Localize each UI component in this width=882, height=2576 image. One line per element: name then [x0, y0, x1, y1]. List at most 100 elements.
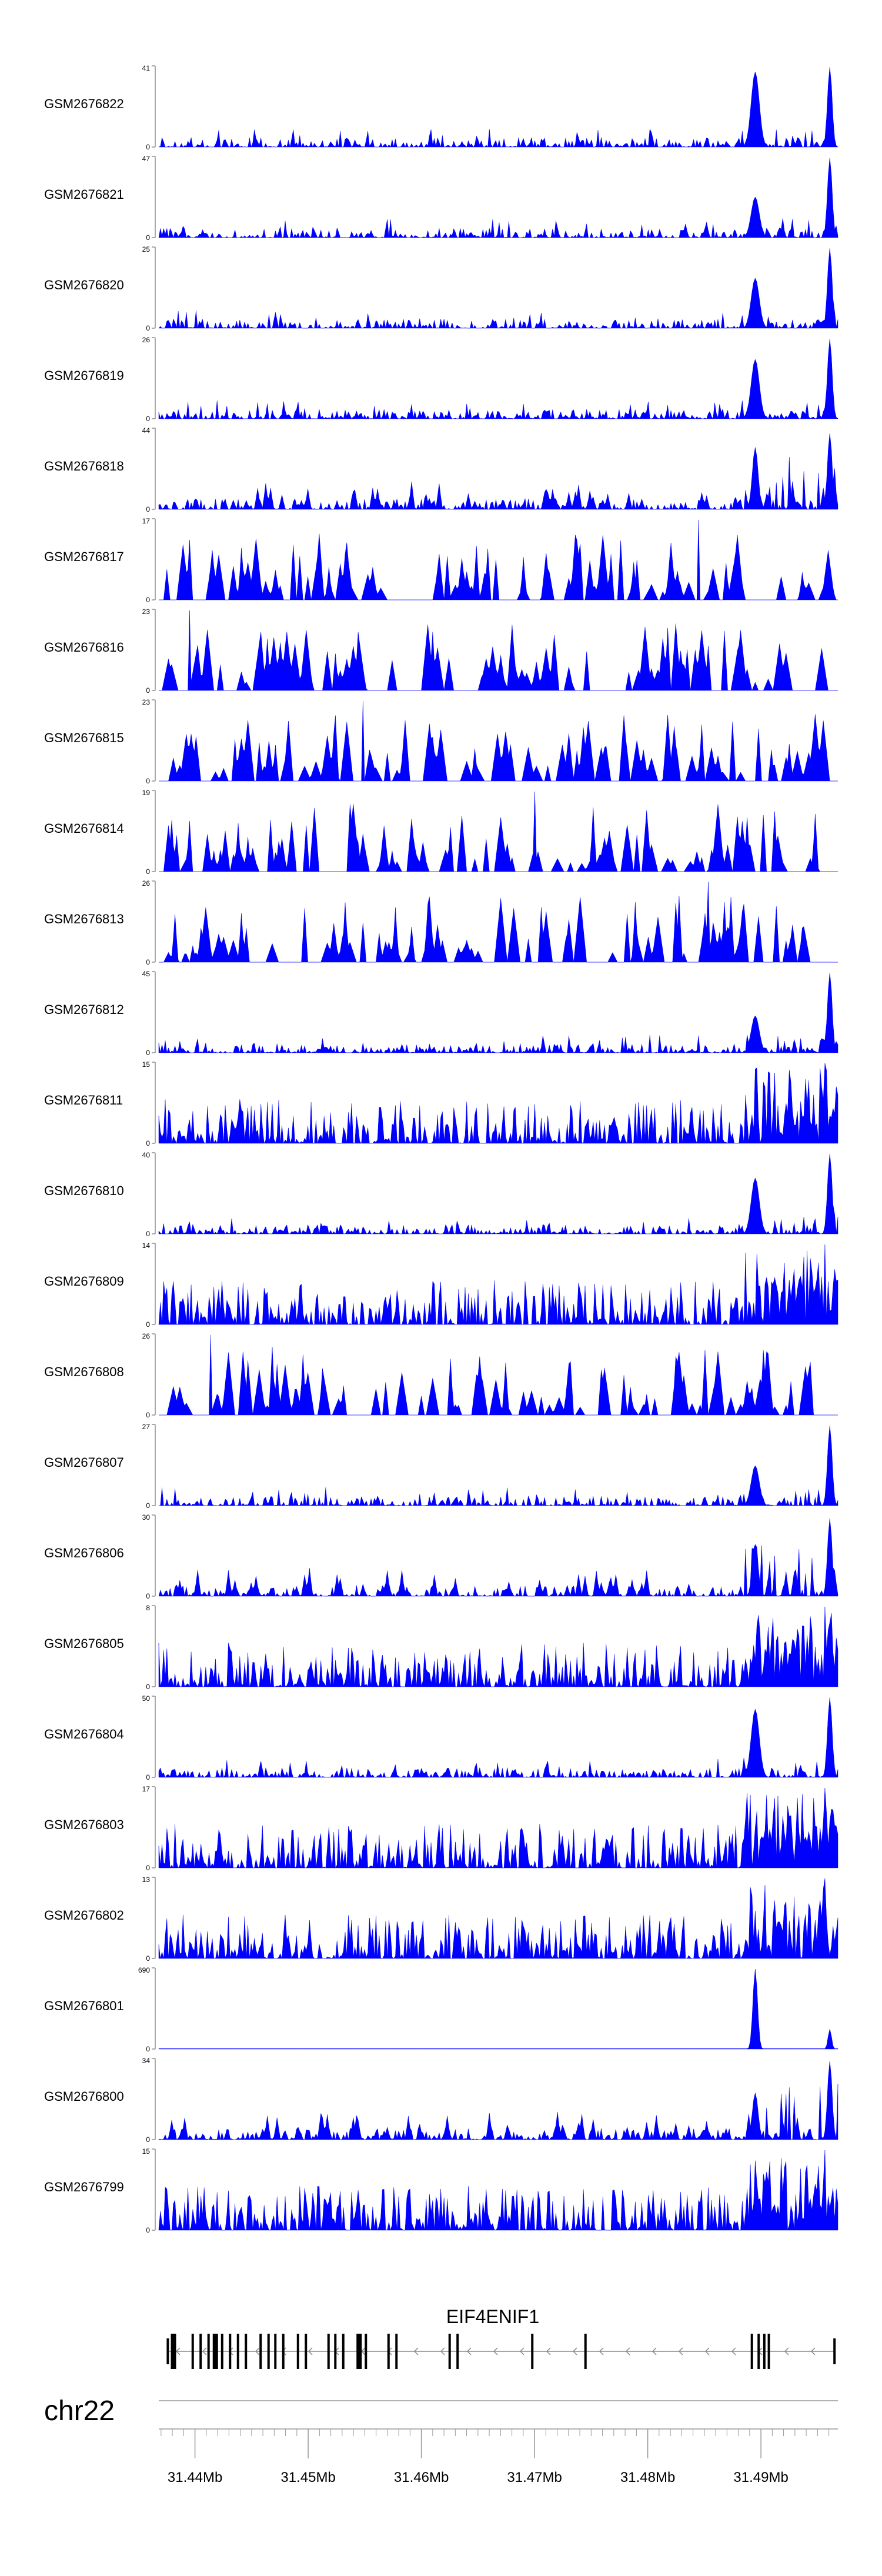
- strand-arrow: [625, 2347, 630, 2355]
- strand-arrow: [652, 2347, 657, 2355]
- track-ymin-label: 0: [146, 233, 150, 242]
- track-label: GSM2676816: [44, 640, 124, 655]
- coverage-area: [159, 1334, 838, 1416]
- strand-arrow: [440, 2347, 445, 2355]
- exon: [212, 2334, 218, 2369]
- coverage-area: [158, 2061, 838, 2140]
- exon: [207, 2334, 210, 2369]
- strand-arrow: [678, 2347, 683, 2355]
- track-ymax-label: 17: [142, 1785, 151, 1793]
- exon: [191, 2334, 194, 2369]
- exon: [456, 2334, 459, 2369]
- gene-name: EIF4ENIF1: [446, 2306, 539, 2327]
- exon: [356, 2334, 362, 2369]
- track-GSM2676821: GSM2676821 47 0: [44, 155, 838, 242]
- coverage-area: [158, 1244, 838, 1325]
- track-ymin-label: 0: [146, 1954, 150, 1963]
- track-label: GSM2676808: [44, 1364, 124, 1379]
- exon: [199, 2334, 202, 2369]
- track-ymin-label: 0: [146, 505, 150, 513]
- exon: [166, 2338, 169, 2364]
- track-ymin-label: 0: [146, 415, 150, 423]
- track-ymax-label: 15: [142, 1060, 151, 1069]
- track-GSM2676807: GSM2676807 27 0: [44, 1423, 838, 1510]
- track-GSM2676803: GSM2676803 17 0: [44, 1785, 838, 1872]
- track-ymin-label: 0: [146, 143, 150, 151]
- track-ymin-label: 0: [146, 1230, 150, 1238]
- coverage-area: [158, 1425, 838, 1506]
- exon: [171, 2334, 176, 2369]
- track-label: GSM2676817: [44, 549, 124, 564]
- exon: [757, 2334, 760, 2369]
- track-ymin-label: 0: [146, 2226, 150, 2234]
- coverage-area: [158, 338, 838, 419]
- exon: [763, 2334, 766, 2369]
- track-GSM2676809: GSM2676809 14 0: [44, 1242, 838, 1329]
- track-ymin-label: 0: [146, 867, 150, 876]
- track-ymax-label: 45: [142, 970, 151, 978]
- track-ymin-label: 0: [146, 1864, 150, 1872]
- track-ymin-label: 0: [146, 1139, 150, 1147]
- track-label: GSM2676802: [44, 1908, 124, 1923]
- track-GSM2676814: GSM2676814 19 0: [44, 789, 838, 876]
- track-label: GSM2676809: [44, 1274, 124, 1289]
- strand-arrow: [731, 2347, 736, 2355]
- chromosome-label: chr22: [44, 2395, 115, 2427]
- exon: [305, 2334, 308, 2369]
- track-ymin-label: 0: [146, 1683, 150, 1691]
- track-GSM2676808: GSM2676808 26 0: [44, 1332, 838, 1419]
- exon: [767, 2334, 770, 2369]
- track-label: GSM2676819: [44, 368, 124, 383]
- strand-arrow: [704, 2347, 710, 2355]
- track-ymax-label: 47: [142, 155, 151, 163]
- axis-tick-label: 31.46Mb: [394, 2470, 449, 2485]
- coverage-area: [158, 433, 838, 510]
- track-ymin-label: 0: [146, 958, 150, 966]
- exon: [387, 2334, 390, 2369]
- coverage-area: [159, 882, 838, 963]
- track-label: GSM2676813: [44, 912, 124, 926]
- axis-tick-label: 31.45Mb: [280, 2470, 335, 2485]
- exon: [833, 2338, 836, 2364]
- track-ymax-label: 25: [142, 245, 151, 253]
- track-GSM2676815: GSM2676815 23 0: [44, 698, 838, 785]
- track-label: GSM2676807: [44, 1455, 124, 1470]
- coverage-area: [158, 1787, 838, 1868]
- strand-arrow: [599, 2347, 604, 2355]
- coverage-area: [159, 791, 838, 872]
- track-GSM2676816: GSM2676816 23 0: [44, 608, 838, 695]
- track-GSM2676801: GSM2676801 690 0: [44, 1966, 838, 2053]
- track-ymax-label: 19: [142, 789, 151, 797]
- track-ymax-label: 41: [142, 64, 151, 72]
- track-ymax-label: 50: [142, 1694, 151, 1703]
- track-label: GSM2676815: [44, 730, 124, 745]
- track-GSM2676820: GSM2676820 25 0: [44, 245, 838, 332]
- track-label: GSM2676812: [44, 1002, 124, 1017]
- exon: [259, 2334, 262, 2369]
- exon: [267, 2334, 270, 2369]
- track-ymax-label: 26: [142, 336, 151, 344]
- track-GSM2676822: GSM2676822 41 0: [44, 64, 838, 151]
- track-GSM2676805: GSM2676805 8 0: [44, 1604, 838, 1691]
- strand-arrow: [493, 2347, 498, 2355]
- track-ymax-label: 690: [138, 1966, 150, 1974]
- coverage-area: [158, 1697, 838, 1778]
- coverage-tracks: GSM2676822410GSM2676821470GSM2676820250G…: [44, 64, 838, 2234]
- exon: [282, 2334, 285, 2369]
- track-ymin-label: 0: [146, 686, 150, 695]
- coverage-area: [158, 2150, 838, 2231]
- coverage-area: [159, 610, 838, 691]
- exon: [531, 2334, 534, 2369]
- track-GSM2676802: GSM2676802 13 0: [44, 1876, 838, 1963]
- track-GSM2676817: GSM2676817 17 0: [44, 517, 838, 604]
- track-GSM2676800: GSM2676800 34 0: [44, 2057, 838, 2144]
- track-GSM2676812: GSM2676812 45 0: [44, 970, 838, 1057]
- strand-arrow: [784, 2347, 789, 2355]
- track-ymax-label: 17: [142, 517, 151, 525]
- track-GSM2676819: GSM2676819 26 0: [44, 336, 838, 423]
- track-ymax-label: 26: [142, 879, 151, 887]
- track-ymax-label: 13: [142, 1876, 151, 1884]
- track-label: GSM2676805: [44, 1636, 124, 1651]
- genome-axis: chr22 31.44Mb 31.45Mb 31.46Mb 31.47Mb 31.48Mb…: [44, 2395, 838, 2485]
